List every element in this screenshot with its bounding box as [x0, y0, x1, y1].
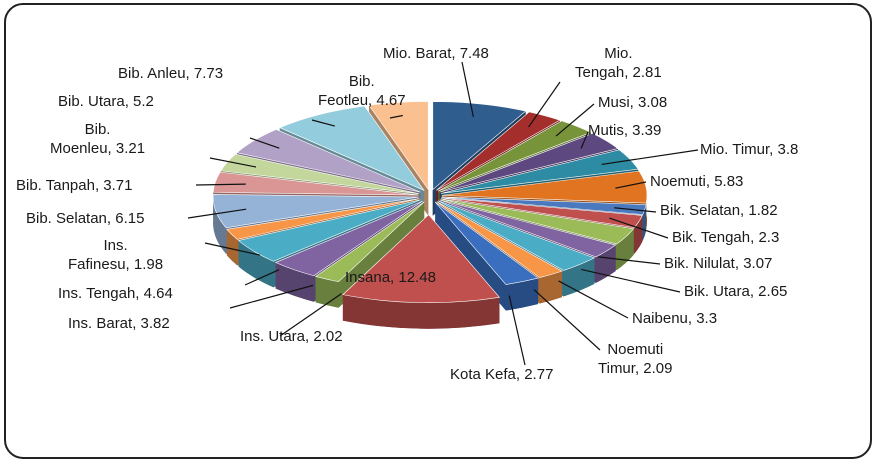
slice — [439, 199, 617, 258]
data-label: Ins. Tengah, 4.64 — [58, 285, 173, 302]
data-label: Bib. Selatan, 6.15 — [26, 210, 145, 227]
slice — [237, 199, 421, 262]
data-label: Mio. Timur, 3.8 — [700, 141, 799, 158]
leader-line — [581, 268, 681, 293]
slice — [212, 171, 419, 196]
slice — [441, 196, 647, 215]
slice-side — [342, 294, 500, 329]
slice-side — [634, 215, 643, 254]
slice — [432, 101, 527, 191]
data-label: Mutis, 3.39 — [588, 122, 662, 139]
slice — [236, 129, 421, 193]
leader-line — [229, 284, 314, 309]
slice — [368, 101, 429, 191]
data-label: Bib. Utara, 5.2 — [58, 93, 154, 110]
slice-cut — [315, 201, 425, 308]
slice — [220, 153, 419, 194]
data-label: Bik. Utara, 2.65 — [684, 283, 788, 300]
slice-side — [226, 229, 238, 266]
data-label: Mio. Barat, 7.48 — [383, 45, 489, 62]
leader-line — [244, 269, 280, 286]
data-label: Ins. Utara, 2.02 — [240, 328, 343, 345]
slice — [440, 149, 639, 194]
slice-side — [563, 257, 595, 297]
slice — [226, 198, 420, 240]
data-label: Insana, 12.48 — [345, 269, 436, 286]
slice — [441, 197, 643, 228]
slice-side — [642, 204, 647, 241]
leader-line — [209, 157, 257, 168]
slice — [438, 200, 596, 271]
leader-line — [249, 137, 280, 149]
slice — [441, 170, 648, 204]
slice — [279, 105, 425, 192]
leader-line — [598, 256, 661, 265]
slice — [439, 133, 619, 193]
slice — [436, 111, 561, 191]
data-label: Bik. Tengah, 2.3 — [672, 229, 780, 246]
leader-line — [580, 131, 589, 149]
slice — [440, 198, 635, 245]
data-label: Bib. Anleu, 7.73 — [118, 65, 224, 82]
leader-line — [528, 81, 561, 128]
leader-line — [204, 242, 260, 256]
data-label: Mio. Tengah, 2.81 — [575, 45, 662, 81]
data-label: Bib. Moenleu, 3.21 — [50, 121, 146, 157]
slice — [314, 201, 425, 283]
data-label: Bik. Selatan, 1.82 — [660, 202, 778, 219]
data-label: Naibenu, 3.3 — [632, 310, 718, 327]
leader-line — [614, 207, 657, 213]
slice — [436, 201, 563, 278]
leaders — [187, 61, 699, 366]
slice — [437, 120, 592, 192]
leader-line — [311, 119, 335, 127]
data-label: Noemuti Timur, 2.09 — [598, 341, 673, 377]
data-label: Bib. Feotleu, 4.67 — [318, 73, 406, 109]
slice-side — [539, 271, 563, 304]
slice — [342, 214, 501, 303]
slice — [274, 200, 423, 277]
slice-side — [213, 194, 227, 254]
data-label: Ins. Fafinesu, 1.98 — [68, 237, 164, 273]
leader-line — [461, 61, 474, 117]
leader-line — [279, 293, 342, 337]
leader-line — [555, 103, 595, 137]
leader-line — [601, 149, 699, 166]
pie — [212, 101, 648, 329]
leader-line — [558, 280, 629, 319]
leader-line — [389, 114, 403, 119]
leader-line — [508, 295, 526, 366]
data-label: Noemuti, 5.83 — [650, 173, 744, 190]
leader-line — [195, 183, 246, 186]
slice — [434, 201, 539, 285]
data-label: Bib. Tanpah, 3.71 — [16, 177, 133, 194]
slice-side — [275, 262, 314, 302]
data-label: Kota Kefa, 2.77 — [450, 366, 554, 383]
leader-line — [533, 289, 601, 351]
slice — [212, 194, 419, 229]
data-label: Musi, 3.08 — [598, 94, 668, 111]
leader-line — [609, 217, 669, 239]
leader-line — [615, 181, 647, 189]
data-label: Bik. Nilulat, 3.07 — [664, 255, 773, 272]
slice-side — [505, 278, 539, 311]
leader-line — [187, 208, 247, 219]
data-label: Ins. Barat, 3.82 — [68, 315, 170, 332]
